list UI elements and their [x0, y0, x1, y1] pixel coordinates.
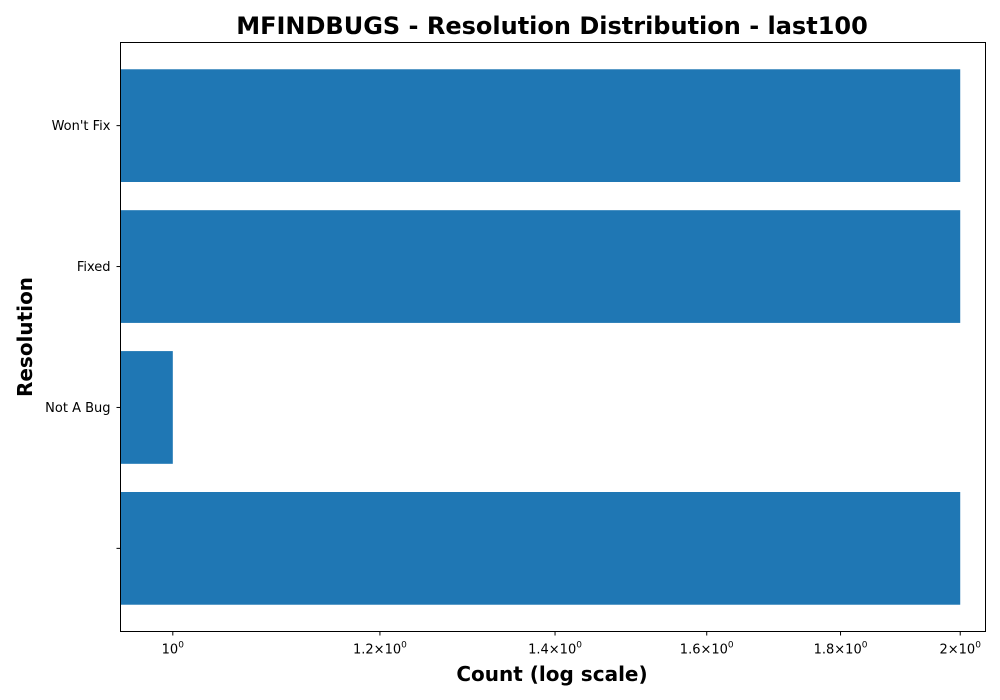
x-axis-label: Count (log scale): [456, 662, 647, 686]
y-tick-label: Not A Bug: [45, 401, 110, 416]
bar-not-a-bug: [120, 351, 173, 464]
bars-group: [120, 69, 961, 605]
x-tick-label: 1.4×100: [528, 641, 582, 658]
x-tick-label: 1.2×100: [353, 641, 407, 658]
chart-title: MFINDBUGS - Resolution Distribution - la…: [236, 12, 868, 40]
bar-won-t-fix: [120, 69, 961, 182]
x-tick-label: 1.6×100: [680, 641, 734, 658]
plot-frame: [120, 42, 986, 632]
x-tick-label: 1.8×100: [814, 641, 868, 658]
x-tick-label: 2×100: [939, 641, 981, 658]
bar-fixed: [120, 210, 961, 323]
y-tick-label: Won't Fix: [52, 119, 111, 134]
y-tick-label: Fixed: [77, 260, 111, 275]
y-axis-label: Resolution: [13, 277, 37, 397]
x-tick-label: 100: [162, 641, 185, 658]
x-ticks-group: 100 1.2×100 1.4×100 1.6×100 1.8×100 2×100: [162, 631, 981, 658]
bar-unlabeled: [120, 492, 961, 605]
y-ticks-group: Not A Bug Fixed Won't Fix: [45, 119, 121, 549]
